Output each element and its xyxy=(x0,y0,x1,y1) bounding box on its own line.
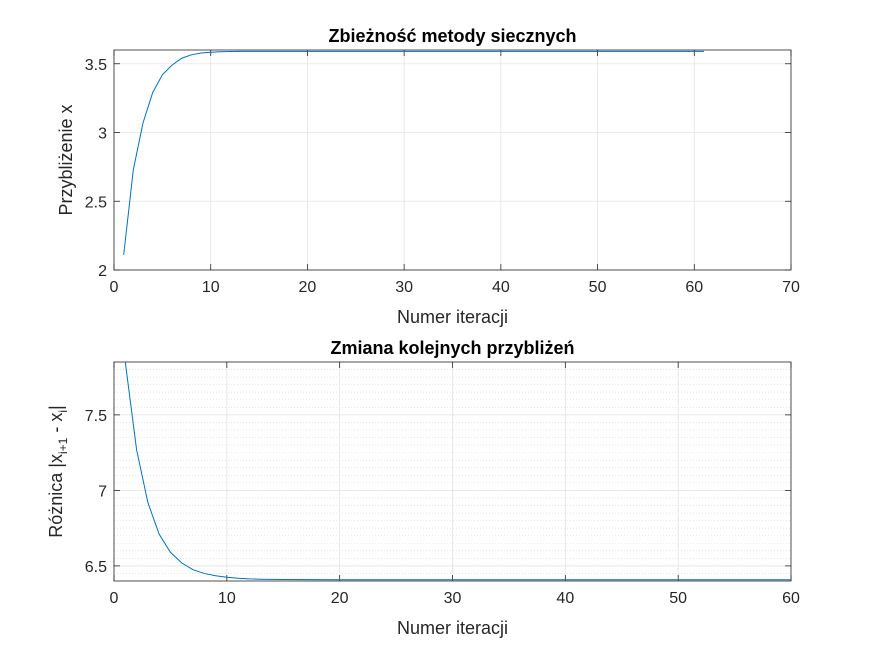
convergence-chart-title: Zbieżność metody siecznych xyxy=(328,26,576,46)
convergence-x-tick-label: 10 xyxy=(202,279,220,296)
convergence-x-axis-label: Numer iteracji xyxy=(397,307,508,327)
convergence-x-tick-label: 30 xyxy=(395,279,413,296)
convergence-y-tick-label: 2.5 xyxy=(85,194,107,211)
difference-x-tick-label: 50 xyxy=(669,590,687,607)
convergence-x-tick-label: 50 xyxy=(589,279,607,296)
ylabel-mid: - x xyxy=(46,413,66,438)
difference-x-tick-label: 0 xyxy=(110,590,119,607)
convergence-y-axis-label: Przybliżenie x xyxy=(56,104,76,215)
convergence-x-tick-label: 0 xyxy=(110,279,119,296)
difference-x-tick-label: 30 xyxy=(444,590,462,607)
convergence-x-tick-label: 60 xyxy=(685,279,703,296)
ylabel-sub1: i+1 xyxy=(56,437,70,454)
difference-x-axis-label: Numer iteracji xyxy=(397,618,508,638)
convergence-chart: 0 10 20 30 40 50 60 70 2 2.5 3 3.5 Zbieżność metody… xyxy=(56,26,800,327)
convergence-grid xyxy=(113,50,792,271)
difference-ticks: 0 10 20 30 40 50 60 6.5 7 7.5 xyxy=(85,362,800,607)
convergence-y-tick-label: 2 xyxy=(98,263,107,280)
ylabel-prefix: Różnica |x xyxy=(46,454,66,538)
convergence-x-tick-label: 20 xyxy=(299,279,317,296)
ylabel-suffix: | xyxy=(46,405,66,410)
difference-grid xyxy=(113,362,792,581)
convergence-y-tick-label: 3 xyxy=(98,126,107,143)
ylabel-sub2: i xyxy=(56,410,70,413)
convergence-y-tick-label: 3.5 xyxy=(85,57,107,74)
convergence-x-tick-label: 70 xyxy=(782,279,800,296)
difference-x-tick-label: 60 xyxy=(782,590,800,607)
difference-minor-grid xyxy=(114,361,791,582)
convergence-ticks: 0 10 20 30 40 50 60 70 2 2.5 3 3.5 xyxy=(85,50,800,296)
difference-y-axis-label: Różnica |xi+1 - xi| xyxy=(46,405,70,537)
difference-x-tick-label: 10 xyxy=(218,590,236,607)
convergence-plot-area xyxy=(113,49,792,271)
convergence-x-tick-label: 40 xyxy=(492,279,510,296)
difference-chart-title: Zmiana kolejnych przybliżeń xyxy=(330,338,574,358)
difference-x-tick-label: 20 xyxy=(331,590,349,607)
difference-y-tick-label: 6.5 xyxy=(85,559,107,576)
difference-y-tick-label: 7.5 xyxy=(85,408,107,425)
difference-y-tick-label: 7 xyxy=(98,483,107,500)
difference-x-tick-label: 40 xyxy=(556,590,574,607)
convergence-series-line xyxy=(123,50,704,255)
difference-chart: 0 10 20 30 40 50 60 6.5 7 7.5 Zmiana kolejnych pr… xyxy=(46,338,800,638)
difference-series-line xyxy=(124,361,791,581)
